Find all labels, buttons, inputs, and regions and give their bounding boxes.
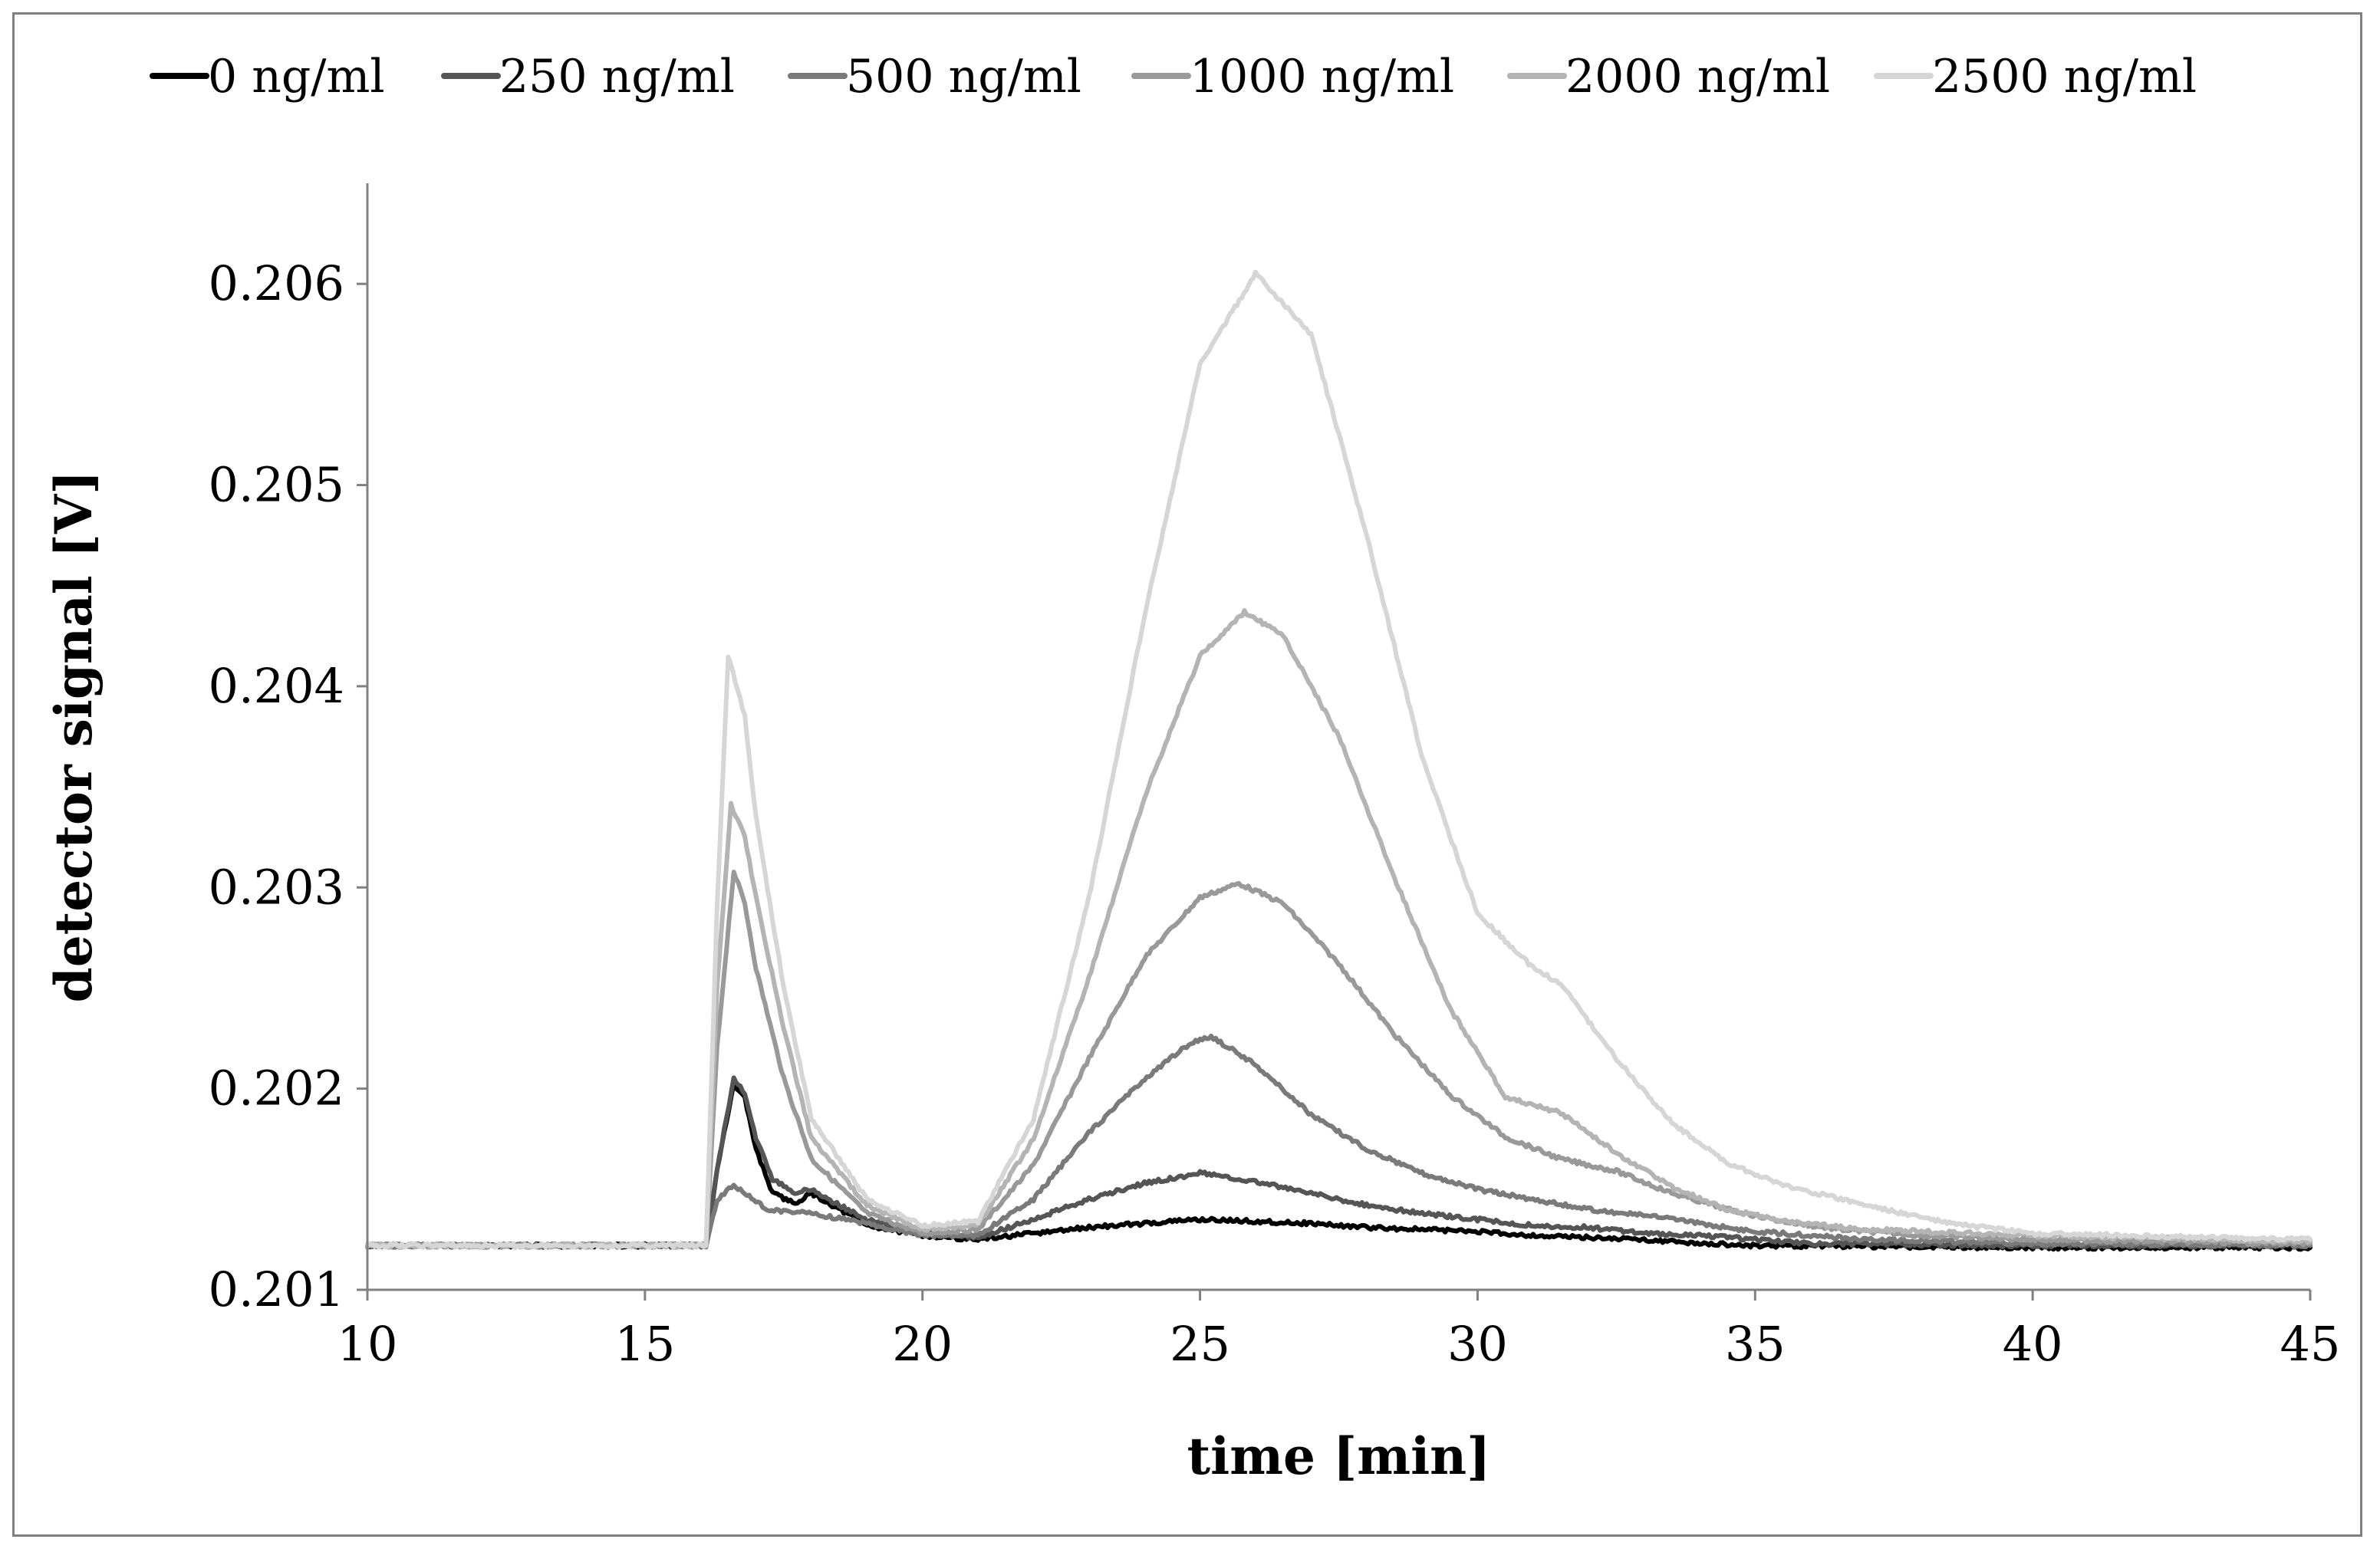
- legend-label: 250 ng/ml: [499, 50, 735, 104]
- chart-frame: 0 ng/ml 250 ng/ml 500 ng/ml 1000 ng/ml 2000 …: [12, 12, 2362, 1537]
- x-axis-title: time [min]: [1187, 1426, 1491, 1486]
- x-tick-label: 45: [2280, 1316, 2341, 1372]
- x-tick-label: 35: [1725, 1316, 1786, 1372]
- series-line-2000-ng-ml: [365, 608, 2313, 1250]
- x-tick-label: 40: [2003, 1316, 2063, 1372]
- axes: [366, 183, 2310, 1291]
- y-tick-label: 0.201: [209, 1261, 345, 1317]
- legend-label: 500 ng/ml: [846, 50, 1081, 104]
- legend: 0 ng/ml 250 ng/ml 500 ng/ml 1000 ng/ml 2000 …: [150, 50, 2197, 104]
- series-line-0-ng-ml: [365, 1080, 2313, 1252]
- series-line-500-ng-ml: [365, 1034, 2313, 1250]
- chart-svg: 0 ng/ml 250 ng/ml 500 ng/ml 1000 ng/ml 2000 …: [44, 50, 2341, 1486]
- x-tick-label: 15: [614, 1316, 675, 1372]
- x-ticks: 10 15 20 25 30 35 40 45: [337, 1290, 2341, 1372]
- series-layer: [365, 269, 2313, 1252]
- y-tick-label: 0.202: [209, 1061, 345, 1117]
- series-line-1000-ng-ml: [365, 870, 2313, 1250]
- y-ticks: 0.201 0.202 0.203 0.204 0.205 0.206: [209, 255, 367, 1317]
- y-tick-label: 0.204: [209, 658, 345, 714]
- y-tick-label: 0.206: [209, 255, 345, 311]
- y-tick-label: 0.205: [209, 457, 345, 513]
- x-tick-label: 25: [1170, 1316, 1230, 1372]
- y-axis-title: detector signal [V]: [44, 471, 104, 1003]
- legend-label: 0 ng/ml: [208, 50, 385, 104]
- series-line-2500-ng-ml: [365, 269, 2313, 1250]
- x-tick-label: 10: [337, 1316, 398, 1372]
- series-line-250-ng-ml: [365, 1075, 2313, 1250]
- x-tick-label: 30: [1447, 1316, 1508, 1372]
- legend-label: 2000 ng/ml: [1565, 50, 1830, 104]
- x-tick-label: 20: [892, 1316, 953, 1372]
- y-tick-label: 0.203: [209, 859, 345, 915]
- legend-label: 1000 ng/ml: [1190, 50, 1454, 104]
- legend-label: 2500 ng/ml: [1932, 50, 2197, 104]
